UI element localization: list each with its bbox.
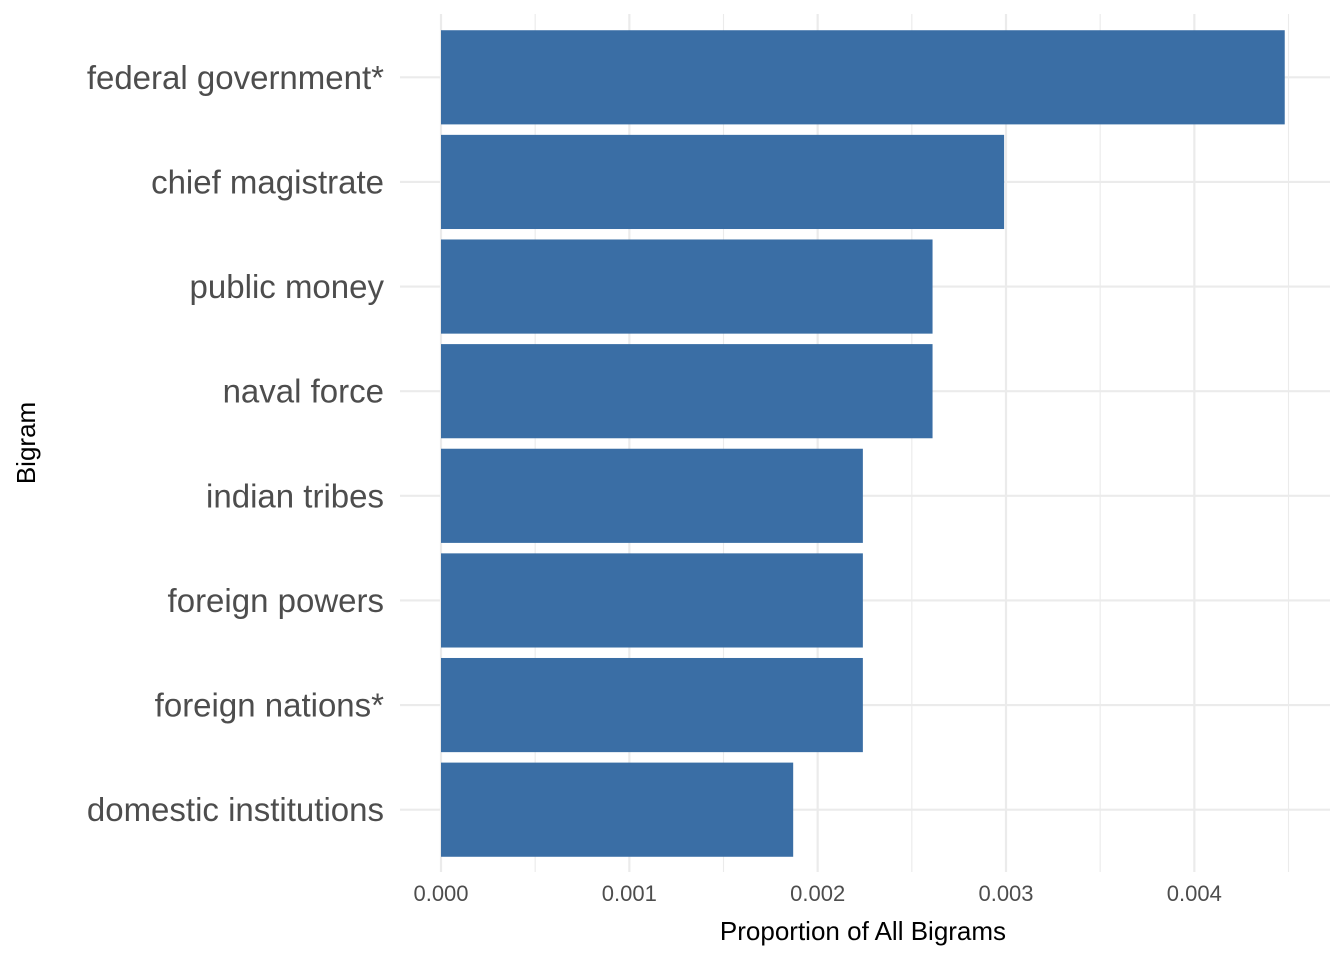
category-labels: federal government* chief magistrate publi… (87, 59, 385, 828)
bars (441, 30, 1285, 857)
bar (441, 134, 1005, 230)
bar (441, 657, 863, 753)
x-tick-label: 0.004 (1167, 881, 1222, 906)
y-axis-title: Bigram (11, 402, 41, 484)
bar (441, 344, 933, 439)
category-label: indian tribes (206, 477, 384, 514)
category-label: domestic institutions (87, 791, 384, 828)
category-label: federal government* (87, 59, 384, 96)
x-tick-label: 0.003 (978, 881, 1033, 906)
bar (441, 30, 1285, 125)
x-tick-labels: 0.000 0.001 0.002 0.003 0.004 (413, 881, 1221, 906)
bar (441, 448, 863, 543)
category-label: foreign powers (168, 582, 384, 619)
x-tick-label: 0.002 (790, 881, 845, 906)
category-label: chief magistrate (151, 163, 384, 200)
bar (441, 239, 933, 334)
x-tick-label: 0.000 (413, 881, 468, 906)
category-label: naval force (223, 373, 384, 410)
bar (441, 553, 863, 648)
category-label: foreign nations* (155, 687, 384, 724)
x-tick-label: 0.001 (602, 881, 657, 906)
x-axis-title: Proportion of All Bigrams (720, 916, 1006, 946)
bar (441, 762, 794, 857)
category-label: public money (190, 268, 385, 305)
